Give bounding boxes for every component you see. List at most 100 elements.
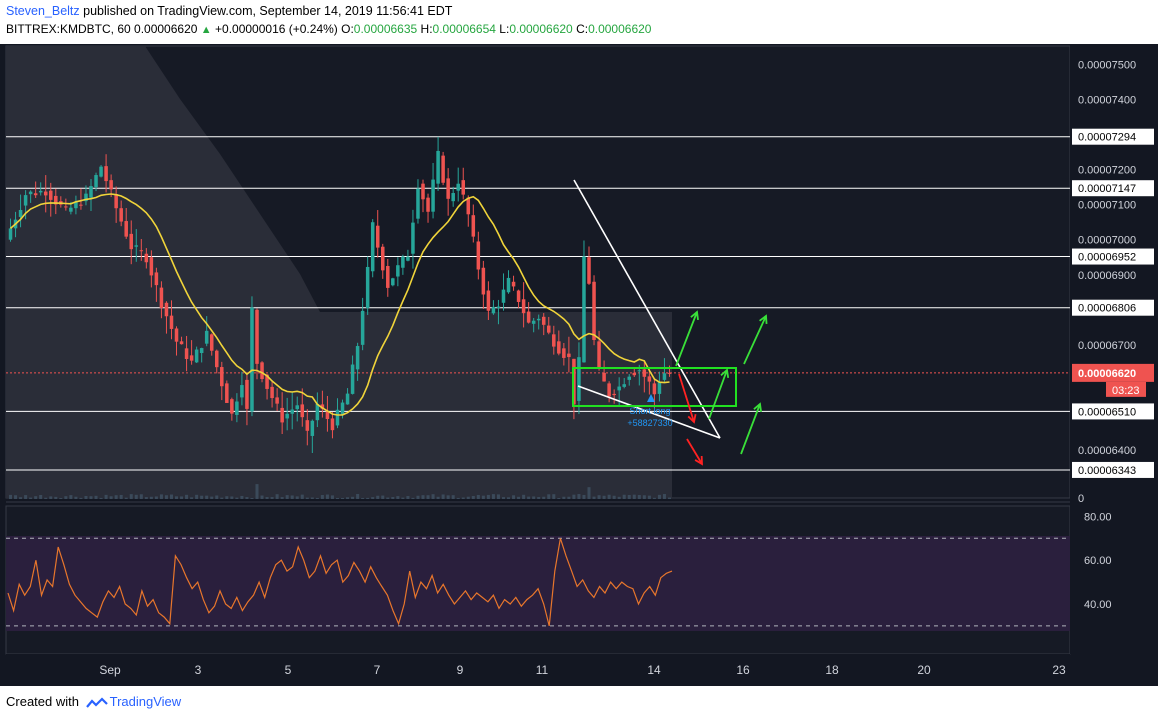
candle-body[interactable]: [506, 277, 511, 293]
candle-body[interactable]: [622, 384, 626, 387]
candle-body[interactable]: [204, 330, 209, 344]
candle-body[interactable]: [456, 183, 460, 191]
author-link[interactable]: Steven_Beltz: [6, 4, 80, 18]
candle-body[interactable]: [657, 382, 662, 394]
candle-body[interactable]: [250, 307, 254, 412]
candle-body[interactable]: [401, 256, 405, 268]
bearish-arrow[interactable]: [678, 373, 695, 423]
candle-body[interactable]: [114, 194, 118, 209]
candle-body[interactable]: [38, 190, 43, 193]
candle-body[interactable]: [320, 404, 325, 409]
candle-body[interactable]: [18, 209, 23, 217]
candle-body[interactable]: [43, 191, 48, 196]
candle-body[interactable]: [300, 404, 305, 418]
candle-body[interactable]: [64, 206, 68, 208]
candle-body[interactable]: [305, 420, 310, 431]
candle-body[interactable]: [567, 353, 571, 358]
candle-body[interactable]: [94, 175, 98, 188]
candle-body[interactable]: [84, 193, 88, 202]
candle-body[interactable]: [350, 364, 355, 394]
candle-body[interactable]: [345, 393, 350, 405]
candle-body[interactable]: [481, 267, 486, 295]
candle-body[interactable]: [365, 266, 370, 309]
candle-body[interactable]: [597, 341, 601, 369]
candle-body[interactable]: [627, 376, 632, 380]
wedge-upper-trendline[interactable]: [573, 179, 721, 439]
candle-body[interactable]: [310, 420, 315, 436]
candle-body[interactable]: [386, 266, 390, 288]
candle-body[interactable]: [370, 222, 375, 272]
candle-body[interactable]: [89, 186, 93, 198]
candle-body[interactable]: [285, 413, 289, 419]
candle-body[interactable]: [607, 383, 611, 397]
candle-body[interactable]: [667, 372, 672, 374]
candle-body[interactable]: [511, 281, 516, 287]
candle-body[interactable]: [531, 320, 536, 324]
candle-body[interactable]: [466, 197, 471, 215]
candle-body[interactable]: [577, 357, 581, 401]
candle-body[interactable]: [421, 183, 425, 200]
candle-body[interactable]: [8, 228, 13, 240]
candle-body[interactable]: [406, 256, 410, 261]
candle-body[interactable]: [295, 405, 300, 410]
candle-body[interactable]: [612, 393, 616, 396]
bearish-arrow[interactable]: [686, 438, 703, 465]
candle-body[interactable]: [154, 272, 159, 286]
candle-body[interactable]: [637, 370, 642, 372]
candle-body[interactable]: [315, 403, 320, 421]
candle-body[interactable]: [411, 222, 415, 254]
candle-body[interactable]: [662, 373, 667, 380]
candle-body[interactable]: [280, 407, 284, 423]
wedge-lower-trendline[interactable]: [577, 385, 721, 439]
bullish-arrow[interactable]: [740, 403, 761, 455]
candle-body[interactable]: [441, 155, 445, 183]
candle-body[interactable]: [642, 369, 647, 377]
tradingview-brand-link[interactable]: TradingView: [109, 694, 182, 709]
candle-body[interactable]: [461, 180, 466, 195]
candle-body[interactable]: [99, 166, 103, 177]
candle-body[interactable]: [194, 349, 199, 363]
candle-body[interactable]: [486, 290, 491, 311]
candle-body[interactable]: [119, 208, 123, 222]
candle-body[interactable]: [109, 180, 113, 190]
candle-body[interactable]: [526, 311, 531, 323]
candle-body[interactable]: [270, 386, 274, 399]
candle-body[interactable]: [48, 190, 53, 200]
candle-body[interactable]: [647, 376, 652, 382]
candle-body[interactable]: [74, 201, 78, 209]
candle-body[interactable]: [209, 334, 214, 351]
candle-body[interactable]: [471, 215, 476, 237]
candle-body[interactable]: [159, 287, 164, 308]
candle-body[interactable]: [164, 302, 169, 317]
bullish-arrow[interactable]: [708, 369, 728, 420]
candle-body[interactable]: [546, 325, 551, 333]
candle-body[interactable]: [33, 193, 38, 196]
candle-body[interactable]: [521, 299, 526, 314]
candle-body[interactable]: [225, 383, 229, 403]
candle-body[interactable]: [602, 372, 606, 382]
candle-body[interactable]: [144, 253, 149, 263]
candle-body[interactable]: [139, 250, 144, 252]
candle-body[interactable]: [69, 207, 73, 212]
candle-body[interactable]: [416, 188, 420, 219]
candle-body[interactable]: [240, 385, 244, 398]
candle-body[interactable]: [652, 383, 657, 395]
candle-body[interactable]: [275, 397, 279, 404]
candle-body[interactable]: [451, 193, 455, 202]
candle-body[interactable]: [28, 191, 33, 195]
candle-body[interactable]: [476, 241, 481, 270]
candle-body[interactable]: [396, 265, 400, 277]
candle-body[interactable]: [290, 409, 294, 414]
candle-body[interactable]: [582, 256, 586, 363]
candle-body[interactable]: [330, 418, 335, 431]
consolidation-box[interactable]: [572, 367, 737, 407]
candle-body[interactable]: [265, 374, 269, 389]
candle-body[interactable]: [617, 386, 621, 391]
candle-body[interactable]: [235, 401, 239, 415]
candle-body[interactable]: [54, 195, 58, 205]
candle-body[interactable]: [199, 348, 204, 354]
candle-body[interactable]: [375, 225, 380, 248]
candle-body[interactable]: [426, 197, 430, 212]
candle-body[interactable]: [149, 257, 154, 276]
candle-body[interactable]: [552, 334, 556, 347]
